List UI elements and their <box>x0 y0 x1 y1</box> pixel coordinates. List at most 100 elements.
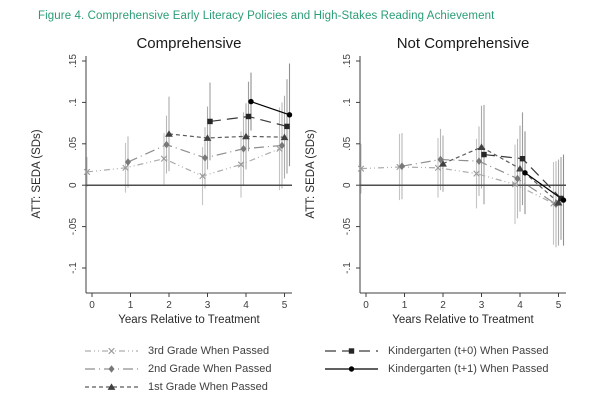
square-marker <box>558 195 564 202</box>
square-marker <box>481 151 487 158</box>
panels-container: Comprehensive .15.1.05 0 -.05 -.1 ATT: SEDA (… <box>26 34 568 328</box>
x-marker <box>122 164 129 172</box>
legend-sample-grade1 <box>85 383 138 390</box>
triangle-marker <box>165 130 173 137</box>
panel-not-comprehensive: Not Comprehensive .15 .1 .05 0 -.05 -.1 ATT: SE… <box>300 34 568 328</box>
y-tick-label: .15 <box>68 54 79 68</box>
circle-marker <box>522 170 528 176</box>
diamond-marker <box>202 154 208 162</box>
series-line-k1 <box>524 172 564 201</box>
axes <box>359 56 566 294</box>
circle-marker <box>248 98 254 105</box>
series-line-grade1 <box>442 146 559 204</box>
legend-sample-k1 <box>325 366 378 372</box>
comprehensive-plot: Comprehensive .15 .1 .05 0 -.05 -.1 ATT: SEDA (… <box>31 35 293 326</box>
diamond-marker <box>514 174 521 183</box>
diamond-marker <box>240 144 247 153</box>
series-markers-grade1 <box>439 143 563 206</box>
legend-item-grade3: 3rd Grade When Passed <box>84 342 310 360</box>
legend-item-k0: Kindergarten (t+0) When Passed <box>324 342 549 360</box>
x-tick-label: 4 <box>243 300 249 311</box>
legend-sample-grade2 <box>85 365 138 373</box>
legend-item-grade1: 1st Grade When Passed <box>84 378 310 396</box>
square-marker <box>348 348 355 354</box>
series-markers-grade1 <box>165 130 289 141</box>
circle-marker <box>348 366 355 372</box>
circle-marker <box>560 197 567 203</box>
x-marker <box>473 170 480 177</box>
legend-sample-grade3 <box>85 347 138 355</box>
y-tick-label: -.1 <box>68 262 79 274</box>
x-axis-title: Years Relative to Treatment <box>118 314 260 326</box>
triangle-marker <box>242 132 250 140</box>
x-tick-label: 0 <box>363 300 369 311</box>
panel-title: Comprehensive <box>136 35 241 52</box>
legend-label: 1st Grade When Passed <box>148 381 268 393</box>
legend-item-k1: Kindergarten (t+1) When Passed <box>324 360 549 378</box>
legend-label: 3rd Grade When Passed <box>148 345 270 357</box>
x-marker <box>511 181 519 188</box>
x-marker <box>108 347 115 355</box>
series-markers-k0 <box>481 151 564 202</box>
x-tick-label: 3 <box>479 300 485 311</box>
ci-spikes <box>360 104 565 248</box>
y-tick-label: .1 <box>342 98 353 107</box>
diamond-marker <box>279 141 285 150</box>
diamond-marker <box>125 158 131 166</box>
triangle-marker <box>439 160 447 167</box>
axes <box>85 56 292 294</box>
ci-spikes <box>86 63 291 206</box>
legend-sample-k0 <box>325 348 378 354</box>
square-marker <box>207 118 213 125</box>
panel-comprehensive: Comprehensive .15 .1 .05 0 -.05 -.1 ATT: SEDA (… <box>26 34 294 328</box>
x-marker <box>160 155 168 162</box>
square-marker <box>284 123 290 130</box>
legend-label: 2nd Grade When Passed <box>148 363 272 375</box>
legend-label: Kindergarten (t+0) When Passed <box>388 345 549 357</box>
legend-label: Kindergarten (t+1) When Passed <box>388 363 549 375</box>
x-marker <box>237 161 245 168</box>
y-axis-title: ATT: SEDA (SDs) <box>31 129 43 218</box>
x-tick-label: 4 <box>517 300 523 311</box>
x-tick-label: 3 <box>205 300 211 311</box>
series-markers-k0 <box>207 113 290 130</box>
series-markers-k1 <box>248 98 293 118</box>
x-axis-title: Years Relative to Treatment <box>392 314 534 326</box>
legend-item-grade2: 2nd Grade When Passed <box>84 360 310 378</box>
y-axis-title: ATT: SEDA (SDs) <box>305 129 317 218</box>
square-marker <box>519 156 526 162</box>
figure-title: Figure 4. Comprehensive Early Literacy P… <box>38 10 495 22</box>
y-tick-label: .05 <box>68 136 79 150</box>
x-marker <box>83 168 91 176</box>
triangle-marker <box>516 165 524 172</box>
diamond-marker <box>108 365 115 373</box>
triangle-marker <box>477 143 486 151</box>
y-tick-label: .1 <box>68 98 79 107</box>
x-marker <box>357 165 365 172</box>
series-line-grade1 <box>168 133 285 139</box>
y-tick-label: 0 <box>342 182 353 188</box>
y-tick-label: .05 <box>342 136 353 150</box>
y-tick-label: -.05 <box>68 218 79 236</box>
series-line-k1 <box>250 101 290 116</box>
not-comprehensive-plot: Not Comprehensive .15 .1 .05 0 -.05 -.1 ATT: SE… <box>305 35 567 326</box>
x-tick-label: 5 <box>556 300 562 311</box>
x-tick-label: 0 <box>89 300 95 311</box>
x-tick-label: 5 <box>282 300 288 311</box>
x-marker <box>199 172 206 180</box>
triangle-marker <box>280 133 289 141</box>
series-markers-k1 <box>522 170 567 203</box>
y-tick-label: -.1 <box>342 262 353 274</box>
diamond-marker <box>399 162 405 170</box>
y-tick-label: .15 <box>342 54 353 68</box>
y-tick-label: -.05 <box>342 218 353 236</box>
x-tick-label: 1 <box>402 300 408 311</box>
triangle-marker <box>203 134 212 141</box>
series-markers-grade2 <box>125 140 285 166</box>
panel-title: Not Comprehensive <box>397 35 530 52</box>
triangle-marker <box>554 198 563 206</box>
series-line-grade3 <box>86 148 280 177</box>
y-tick-label: 0 <box>68 182 79 188</box>
triangle-marker <box>107 383 116 390</box>
